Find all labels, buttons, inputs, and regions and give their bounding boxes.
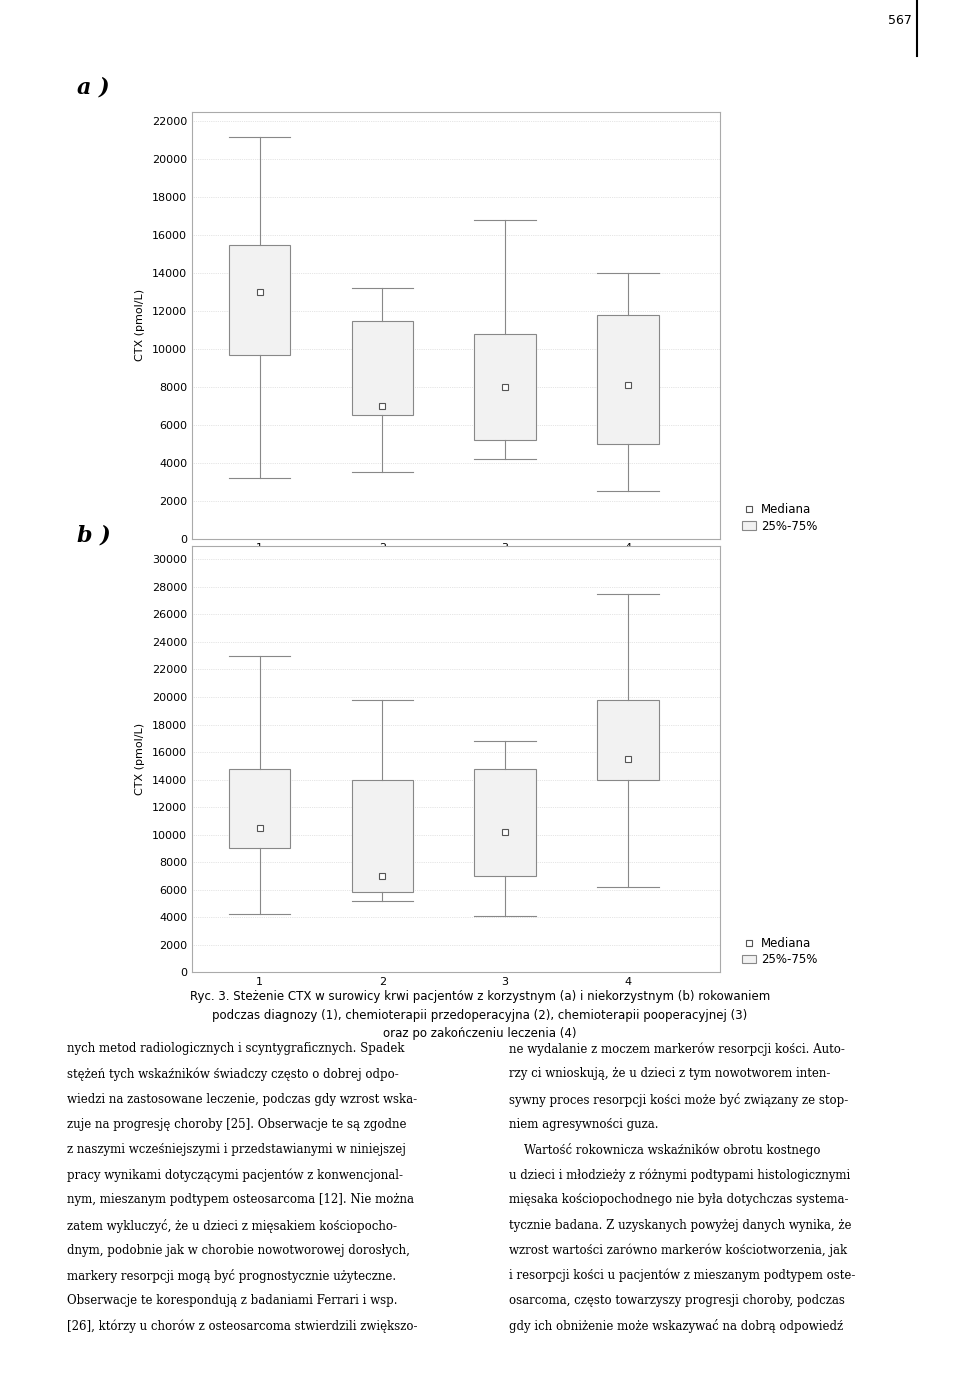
Y-axis label: CTX (pmol/L): CTX (pmol/L) — [135, 290, 145, 361]
Bar — [597, 700, 659, 779]
Bar — [351, 320, 413, 416]
Text: oraz po zakończeniu leczenia (4): oraz po zakończeniu leczenia (4) — [383, 1027, 577, 1039]
Text: 567: 567 — [888, 14, 912, 27]
Text: i resorpcji kości u pacjentów z mieszanym podtypem ​oste-: i resorpcji kości u pacjentów z mieszany… — [509, 1269, 855, 1283]
Bar — [351, 779, 413, 893]
Text: wiedzi na zastosowane leczenie, podczas gdy wzrost wska-: wiedzi na zastosowane leczenie, podczas … — [67, 1093, 418, 1105]
Text: zatem wykluczyć, że u dzieci z mięsakiem kościopocho-: zatem wykluczyć, że u dzieci z mięsakiem… — [67, 1219, 397, 1233]
Text: markery resorpcji mogą być prognostycznie użyteczne.: markery resorpcji mogą być prognostyczni… — [67, 1269, 396, 1283]
Y-axis label: CTX (pmol/L): CTX (pmol/L) — [135, 723, 145, 795]
Bar — [228, 768, 290, 848]
Bar — [474, 768, 536, 876]
Text: z naszymi wcześniejszymi i przedstawianymi w niniejszej: z naszymi wcześniejszymi i przedstawiany… — [67, 1143, 406, 1156]
Text: ​osarcoma​, często towarzyszy progresji choroby, podczas: ​osarcoma​, często towarzyszy progresji … — [509, 1294, 845, 1307]
Text: nych metod radiologicznych i scyntygraficznych. Spadek: nych metod radiologicznych i scyntygrafi… — [67, 1042, 405, 1055]
Bar — [228, 245, 290, 355]
Text: stężeń tych wskaźników świadczy często o dobrej odpo-: stężeń tych wskaźników świadczy często o… — [67, 1067, 399, 1081]
Text: u dzieci i młodzieży z różnymi podtypami histologicznymi: u dzieci i młodzieży z różnymi podtypami… — [509, 1168, 850, 1182]
Text: zuje na progresję choroby [25]. Obserwacje te są zgodne: zuje na progresję choroby [25]. Obserwac… — [67, 1118, 407, 1130]
Text: pracy wynikami dotyczącymi pacjentów z konwencjonal-: pracy wynikami dotyczącymi pacjentów z k… — [67, 1168, 403, 1182]
Text: Obserwacje te korespondują z badaniami Ferrari i wsp.: Obserwacje te korespondują z badaniami F… — [67, 1294, 397, 1307]
Text: [26], którzy u chorów z ​osteosarcoma​ stwierdzili zwiększo-: [26], którzy u chorów z ​osteosarcoma​ s… — [67, 1319, 418, 1333]
Text: gdy ich obniżenie może wskazywać na dobrą odpowiedź: gdy ich obniżenie może wskazywać na dobr… — [509, 1319, 843, 1333]
Text: nym, mieszanym podtypem ​osteosarcoma​ [12]. Nie można: nym, mieszanym podtypem ​osteosarcoma​ [… — [67, 1193, 414, 1206]
Text: rzy ci wnioskują, że u dzieci z tym nowotworem inten-: rzy ci wnioskują, że u dzieci z tym nowo… — [509, 1067, 830, 1080]
Text: Wartość rokownicza wskaźników obrotu kostnego: Wartość rokownicza wskaźników obrotu kos… — [509, 1143, 820, 1157]
Text: b ): b ) — [77, 525, 110, 547]
Legend: Mediana, 25%-75%: Mediana, 25%-75% — [742, 937, 817, 967]
Bar — [474, 334, 536, 441]
Text: sywny proces resorpcji kości może być związany ze stop-: sywny proces resorpcji kości może być zw… — [509, 1093, 848, 1107]
Text: ne wydalanie z moczem markerów resorpcji kości. Auto-: ne wydalanie z moczem markerów resorpcji… — [509, 1042, 845, 1056]
Text: niem agresywności guza.: niem agresywności guza. — [509, 1118, 659, 1130]
Text: tycznie badana. Z uzyskanych powyżej danych wynika, że: tycznie badana. Z uzyskanych powyżej dan… — [509, 1219, 852, 1231]
Bar — [597, 315, 659, 443]
Text: dnym, podobnie jak w chorobie nowotworowej dorosłych,: dnym, podobnie jak w chorobie nowotworow… — [67, 1244, 410, 1256]
Text: podczas diagnozy (1), chemioterapii przedoperacyjna (2), chemioterapii pooperacy: podczas diagnozy (1), chemioterapii prze… — [212, 1009, 748, 1021]
Text: Ryc. 3. Steżenie CTX w surowicy krwi pacjentów z korzystnym (a) i niekorzystnym : Ryc. 3. Steżenie CTX w surowicy krwi pac… — [190, 990, 770, 1003]
Text: a ): a ) — [77, 77, 109, 99]
Text: mięsaka kościopochodnego nie była dotychczas systema-: mięsaka kościopochodnego nie była dotych… — [509, 1193, 849, 1206]
Legend: Mediana, 25%-75%: Mediana, 25%-75% — [742, 504, 817, 533]
Text: wzrost wartości zarówno markerów kościotworzenia, jak: wzrost wartości zarówno markerów kościot… — [509, 1244, 847, 1258]
